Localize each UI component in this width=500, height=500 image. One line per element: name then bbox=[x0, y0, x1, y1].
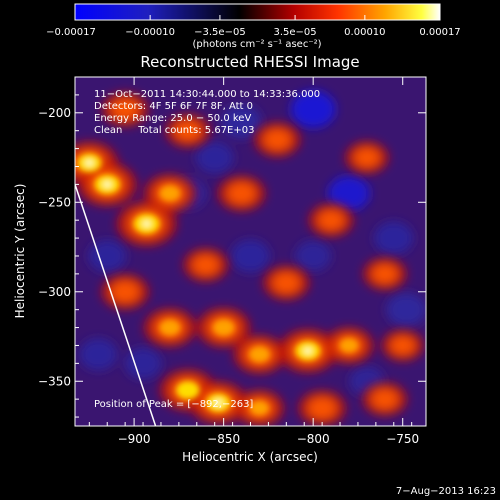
colorbar bbox=[74, 3, 441, 21]
colorbar-ticks bbox=[74, 15, 441, 20]
source-mid bbox=[371, 388, 399, 410]
source-peak bbox=[103, 181, 112, 188]
chart-title: Reconstructed RHESSI Image bbox=[140, 53, 359, 71]
negative-region bbox=[88, 239, 127, 272]
negative-region bbox=[386, 292, 426, 327]
y-tick-label: −250 bbox=[38, 195, 71, 209]
source-core bbox=[250, 400, 269, 416]
colorbar-tick-label: −3.5e−05 bbox=[194, 27, 246, 38]
x-tick-label: −850 bbox=[207, 432, 240, 446]
source-core bbox=[212, 319, 235, 336]
source-mid bbox=[371, 263, 398, 285]
source-mid bbox=[110, 280, 140, 304]
source-mid bbox=[272, 271, 301, 294]
info-annotations: 11−Oct−2011 14:30:44.000 to 14:33:36.000… bbox=[94, 89, 320, 136]
source-mid bbox=[390, 335, 416, 356]
negative-region bbox=[195, 141, 234, 174]
colorbar-tick-label: 0.00010 bbox=[344, 27, 385, 38]
colorbar-tick-labels: −0.00017 −0.00010 −3.5e−05 3.5e−05 0.00010 0.… bbox=[46, 27, 461, 38]
source-core bbox=[176, 381, 200, 400]
footer-date: 7−Aug−2013 16:23 bbox=[396, 486, 496, 497]
x-tick-label: −750 bbox=[386, 432, 419, 446]
negative-region bbox=[374, 221, 414, 255]
y-axis-label: Heliocentric Y (arcsec) bbox=[13, 184, 27, 319]
negative-region bbox=[290, 90, 336, 129]
colorbar-tick-label: 3.5e−05 bbox=[273, 27, 316, 38]
negative-region bbox=[221, 104, 262, 139]
annotation-line: Clean Total counts: 5.67E+03 bbox=[94, 125, 254, 136]
source-mid bbox=[353, 147, 380, 168]
colorbar-tick-label: −0.00010 bbox=[125, 27, 175, 38]
y-tick-label: −200 bbox=[38, 106, 71, 120]
negative-region bbox=[231, 239, 270, 273]
source-peak bbox=[142, 220, 151, 227]
negative-region bbox=[124, 347, 162, 379]
y-tick-label: −350 bbox=[38, 374, 71, 388]
x-axis-ticks: −900 −850 −800 −750 bbox=[88, 77, 419, 446]
source-peak bbox=[303, 347, 312, 354]
source-peak bbox=[85, 159, 94, 166]
source-mid bbox=[307, 396, 337, 420]
colorbar-tick-label: 0.00017 bbox=[419, 27, 460, 38]
source-core bbox=[159, 185, 181, 202]
limb-line bbox=[75, 184, 157, 426]
x-tick-label: −900 bbox=[118, 432, 151, 446]
annotation-line: Energy Range: 25.0 − 50.0 keV bbox=[94, 113, 251, 124]
source-mid bbox=[192, 254, 220, 276]
source-core bbox=[159, 319, 181, 336]
annotation-line: Detectors: 4F 5F 6F 7F 8F, Att 0 bbox=[94, 101, 253, 112]
negative-region bbox=[295, 240, 332, 272]
peak-position-label: Position of Peak = [−892,−263] bbox=[94, 399, 253, 410]
colorbar-unit-label: (photons cm⁻² s⁻¹ asec⁻²) bbox=[192, 39, 321, 50]
x-tick-label: −800 bbox=[297, 432, 330, 446]
source-core bbox=[339, 338, 359, 353]
source-mid bbox=[317, 209, 345, 231]
heatmap-image bbox=[75, 90, 426, 426]
source-mid bbox=[174, 120, 202, 142]
negative-region bbox=[327, 175, 370, 211]
source-peak bbox=[214, 399, 223, 406]
x-axis-label: Heliocentric X (arcsec) bbox=[182, 450, 318, 464]
source-mid bbox=[263, 128, 292, 151]
y-axis-ticks: −200 −250 −300 −350 bbox=[38, 76, 426, 418]
source-core bbox=[249, 346, 270, 363]
colorbar-tick-label: −0.00017 bbox=[46, 27, 96, 38]
source-mid bbox=[111, 98, 140, 121]
y-tick-label: −300 bbox=[38, 285, 71, 299]
annotation-line: 11−Oct−2011 14:30:44.000 to 14:33:36.000 bbox=[94, 89, 320, 100]
negative-region bbox=[79, 338, 118, 371]
source-mid bbox=[227, 181, 257, 205]
